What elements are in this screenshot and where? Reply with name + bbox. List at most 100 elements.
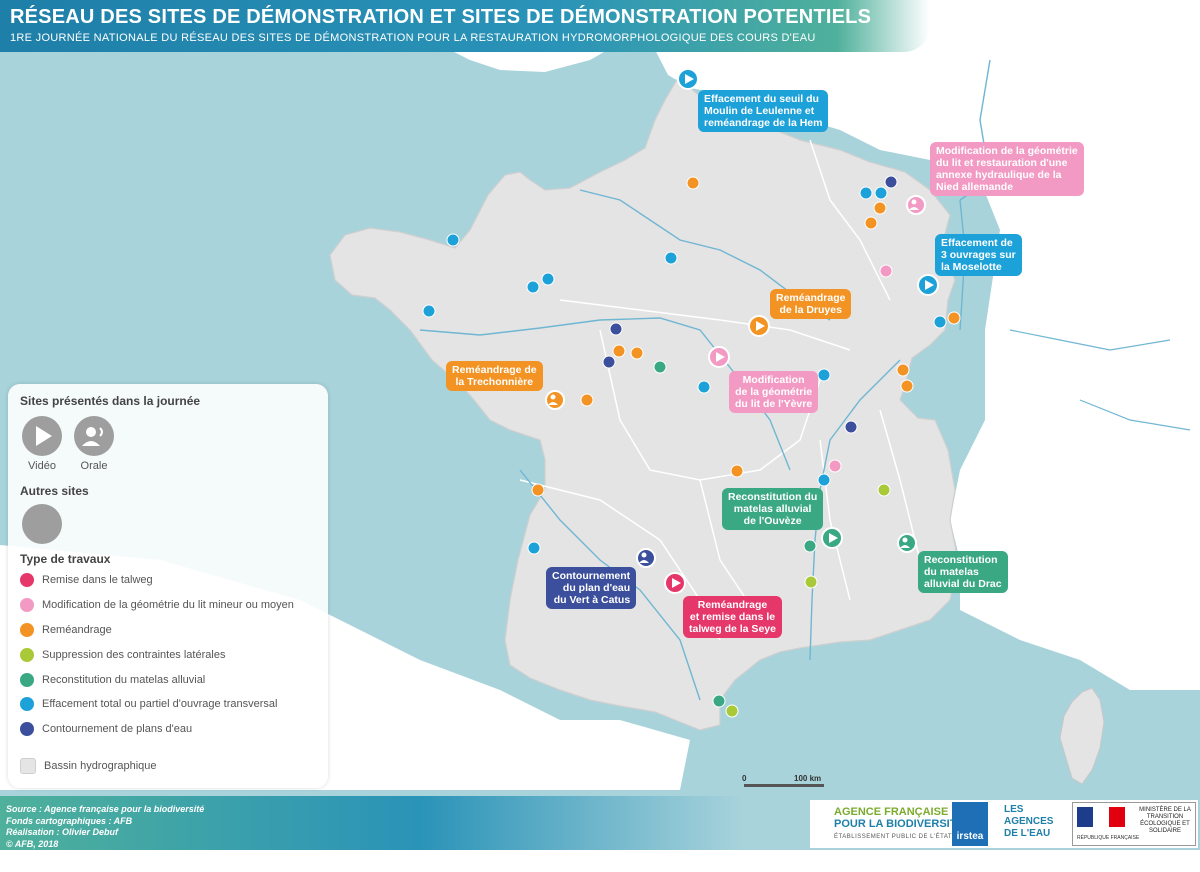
site-dot[interactable] bbox=[686, 176, 700, 190]
site-dot[interactable] bbox=[725, 704, 739, 718]
video-marker-druyes[interactable] bbox=[748, 315, 770, 337]
legend-swatch bbox=[20, 722, 34, 736]
legend-item: Suppression des contraintes latérales bbox=[20, 647, 225, 663]
corsica bbox=[1059, 687, 1105, 785]
oral-legend-label: Orale bbox=[80, 460, 108, 472]
site-dot[interactable] bbox=[630, 346, 644, 360]
site-dot[interactable] bbox=[697, 380, 711, 394]
callout-moselotte[interactable]: Effacement de 3 ouvrages sur la Moselott… bbox=[935, 234, 1022, 276]
site-dot[interactable] bbox=[527, 541, 541, 555]
site-dot[interactable] bbox=[446, 233, 460, 247]
video-marker-moselotte[interactable] bbox=[917, 274, 939, 296]
ministere-label: MINISTÈRE DE LA TRANSITION ÉCOLOGIQUE ET… bbox=[1139, 807, 1191, 834]
site-dot[interactable] bbox=[653, 360, 667, 374]
video-marker-yevre[interactable] bbox=[708, 346, 730, 368]
marianne-flag-icon bbox=[1077, 807, 1125, 827]
scale-bar bbox=[744, 784, 824, 787]
oral-legend-icon bbox=[74, 416, 114, 456]
callout-yevre[interactable]: Modification de la géométrie du lit de l… bbox=[729, 371, 819, 413]
site-dot[interactable] bbox=[817, 473, 831, 487]
site-dot[interactable] bbox=[874, 186, 888, 200]
credits: Source : Agence française pour la biodiv… bbox=[6, 804, 205, 849]
site-dot[interactable] bbox=[900, 379, 914, 393]
callout-hem[interactable]: Effacement du seuil du Moulin de Leulenn… bbox=[698, 90, 829, 132]
site-dot[interactable] bbox=[873, 201, 887, 215]
video-marker-ouveze[interactable] bbox=[821, 527, 843, 549]
republique-francaise-logo: RÉPUBLIQUE FRANÇAISE MINISTÈRE DE LA TRA… bbox=[1072, 802, 1196, 846]
legend-item: Contournement de plans d'eau bbox=[20, 721, 192, 737]
site-dot[interactable] bbox=[541, 272, 555, 286]
site-dot[interactable] bbox=[828, 459, 842, 473]
site-dot[interactable] bbox=[664, 251, 678, 265]
oral-marker-drac[interactable] bbox=[897, 533, 917, 553]
legend-item: Modification de la géométrie du lit mine… bbox=[20, 597, 294, 613]
irstea-logo: irstea bbox=[952, 802, 988, 846]
legend-item: Reconstitution du matelas alluvial bbox=[20, 672, 205, 688]
afb-logo-line2: POUR LA BIODIVERSITÉ bbox=[834, 818, 964, 830]
featured-sites bbox=[545, 68, 939, 594]
scale-distance-label: 100 km bbox=[794, 774, 822, 783]
site-dot[interactable] bbox=[884, 175, 898, 189]
legend-item-basin: Bassin hydrographique bbox=[20, 758, 157, 774]
site-dot[interactable] bbox=[712, 694, 726, 708]
legend-item: Reméandrage bbox=[20, 622, 112, 638]
basin-boundary bbox=[519, 139, 921, 641]
site-dot[interactable] bbox=[602, 355, 616, 369]
site-dot[interactable] bbox=[422, 304, 436, 318]
site-dot[interactable] bbox=[947, 311, 961, 325]
agences-logo-line3: DE L'EAU bbox=[1004, 828, 1051, 839]
site-dot[interactable] bbox=[879, 264, 893, 278]
site-dot[interactable] bbox=[817, 368, 831, 382]
scale-zero-label: 0 bbox=[742, 774, 747, 783]
afb-logo-line1: AGENCE FRANÇAISE bbox=[834, 806, 949, 818]
site-dot[interactable] bbox=[580, 393, 594, 407]
partner-logos: AGENCE FRANÇAISE POUR LA BIODIVERSITÉ ÉT… bbox=[810, 800, 1198, 848]
page-title: RÉSEAU DES SITES DE DÉMONSTRATION ET SIT… bbox=[10, 6, 872, 28]
site-dots bbox=[422, 175, 961, 718]
legend-item: Effacement total ou partiel d'ouvrage tr… bbox=[20, 696, 277, 712]
site-dot[interactable] bbox=[730, 464, 744, 478]
legend-swatch bbox=[20, 573, 34, 587]
legend-swatch bbox=[20, 598, 34, 612]
site-dot[interactable] bbox=[526, 280, 540, 294]
callout-trechonniere[interactable]: Reméandrage de la Trechonnière bbox=[446, 361, 543, 391]
site-dot[interactable] bbox=[612, 344, 626, 358]
site-dot[interactable] bbox=[864, 216, 878, 230]
video-marker-seye[interactable] bbox=[664, 572, 686, 594]
legend-title-other: Autres sites bbox=[20, 484, 89, 498]
page-subtitle: 1RE JOURNÉE NATIONALE DU RÉSEAU DES SITE… bbox=[10, 32, 816, 44]
play-icon bbox=[36, 426, 52, 446]
site-dot[interactable] bbox=[877, 483, 891, 497]
video-legend-icon bbox=[22, 416, 62, 456]
callout-druyes[interactable]: Reméandrage de la Druyes bbox=[770, 289, 852, 319]
video-legend-label: Vidéo bbox=[28, 460, 56, 472]
site-dot[interactable] bbox=[844, 420, 858, 434]
site-dot[interactable] bbox=[896, 363, 910, 377]
callout-seye[interactable]: Reméandrage et remise dans le talweg de … bbox=[683, 596, 782, 638]
site-dot[interactable] bbox=[609, 322, 623, 336]
site-dot[interactable] bbox=[531, 483, 545, 497]
callout-ouveze[interactable]: Reconstitution du matelas alluvial de l'… bbox=[722, 488, 824, 530]
callout-nied[interactable]: Modification de la géométrie du lit et r… bbox=[930, 142, 1084, 196]
oral-marker-trechonniere[interactable] bbox=[545, 390, 565, 410]
other-site-legend-icon bbox=[22, 504, 62, 544]
legend-swatch bbox=[20, 648, 34, 662]
callout-catus[interactable]: Contournement du plan d'eau du Vert à Ca… bbox=[546, 567, 637, 609]
callout-drac[interactable]: Reconstitution du matelas alluvial du Dr… bbox=[918, 551, 1008, 593]
river-danube bbox=[1009, 329, 1191, 431]
legend-item: Remise dans le talweg bbox=[20, 572, 153, 588]
oral-marker-catus[interactable] bbox=[636, 548, 656, 568]
legend-swatch bbox=[20, 623, 34, 637]
legend-swatch bbox=[20, 697, 34, 711]
site-dot[interactable] bbox=[859, 186, 873, 200]
oral-marker-nied[interactable] bbox=[906, 195, 926, 215]
site-dot[interactable] bbox=[803, 539, 817, 553]
legend-swatch-basin bbox=[20, 758, 36, 774]
legend-title-presented: Sites présentés dans la journée bbox=[20, 394, 201, 408]
video-marker-hem[interactable] bbox=[677, 68, 699, 90]
map-legend: Sites présentés dans la journée Vidéo Or… bbox=[8, 384, 328, 788]
site-dot[interactable] bbox=[804, 575, 818, 589]
france-mainland bbox=[329, 77, 959, 731]
site-dot[interactable] bbox=[933, 315, 947, 329]
speaker-person-icon bbox=[82, 427, 103, 446]
